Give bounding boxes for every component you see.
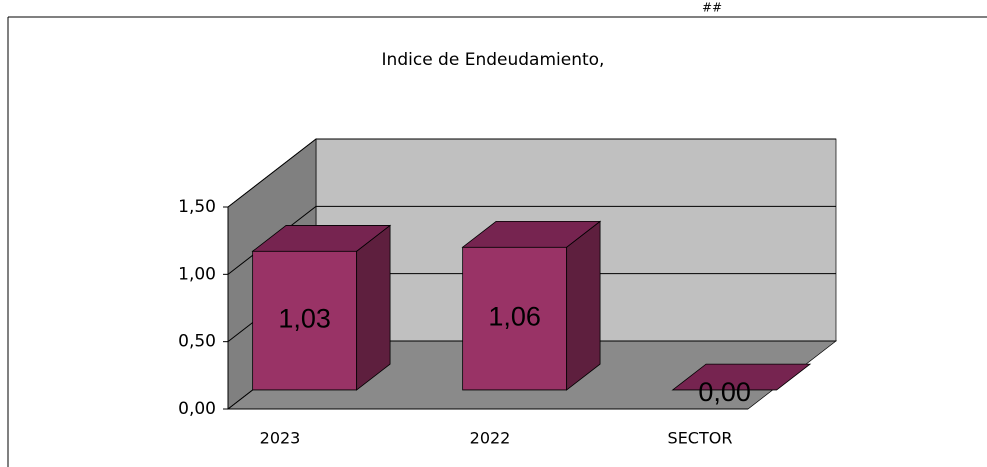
y-tick-label: 1,00 xyxy=(178,264,216,284)
bar-top xyxy=(251,225,392,252)
chart-title: Indice de Endeudamiento, xyxy=(382,50,605,70)
data-label: 1,06 xyxy=(488,302,541,332)
bar-side xyxy=(566,220,601,391)
data-label: 1,03 xyxy=(278,304,331,334)
y-tick-label: 0,00 xyxy=(178,399,216,419)
bar xyxy=(461,220,602,391)
bar-top xyxy=(461,220,602,248)
y-tick-label: 1,50 xyxy=(178,197,216,217)
marker: ## xyxy=(702,1,722,15)
x-tick-label: SECTOR xyxy=(668,429,733,448)
bar-top xyxy=(671,363,812,391)
y-tick-label: 0,50 xyxy=(178,332,216,352)
x-tick-label: 2023 xyxy=(260,429,301,448)
bar xyxy=(251,224,392,391)
bar xyxy=(671,363,812,391)
x-tick-label: 2022 xyxy=(470,429,511,448)
grid-line xyxy=(227,138,836,208)
bar-side xyxy=(356,224,391,391)
data-label: 0,00 xyxy=(698,377,751,407)
